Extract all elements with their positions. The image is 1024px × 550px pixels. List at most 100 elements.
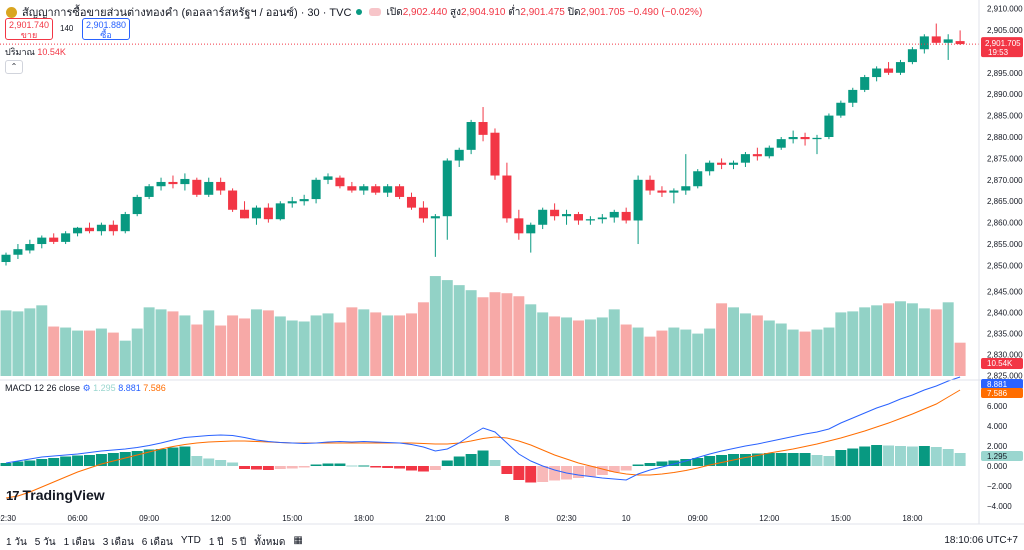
price-tick-label: 2,830.000 (987, 350, 1023, 359)
candle-body (61, 233, 71, 242)
tradingview-logo[interactable]: 17 TradingView (6, 487, 105, 503)
volume-bar (119, 340, 131, 376)
candle-body (740, 154, 750, 163)
macd-hist-bar (906, 446, 918, 466)
volume-bar (537, 312, 549, 376)
volume-legend: ปริมาณ 10.54K (5, 47, 66, 57)
collapse-chevron-up-icon[interactable]: ⌃ (5, 60, 23, 74)
macd-tick-label: 4.000 (987, 422, 1008, 431)
candle-body (931, 36, 941, 43)
timeframe-4[interactable]: 6 เดือน (141, 537, 173, 548)
macd-hist-bar (835, 450, 847, 466)
volume-bar (894, 301, 906, 376)
volume-bar (477, 297, 489, 376)
macd-hist-bar (739, 454, 751, 466)
candle-body (478, 122, 488, 135)
time-tick-label: 06:00 (68, 514, 89, 523)
macd-hist-bar (894, 446, 906, 466)
candle-body (502, 175, 512, 219)
price-tick-label: 2,870.000 (987, 176, 1023, 185)
macd-hist-bar (632, 464, 644, 466)
price-tick-label: 2,835.000 (987, 329, 1023, 338)
macd-hist-bar (847, 448, 859, 466)
price-tick-label: 2,885.000 (987, 112, 1023, 121)
volume-bar (274, 316, 286, 376)
macd-tick-label: 0.000 (987, 462, 1008, 471)
calendar-icon[interactable]: ▦ (293, 535, 303, 546)
timeframe-1[interactable]: 5 วัน (34, 537, 56, 548)
candle-body (406, 196, 417, 208)
time-tick-label: 02:30 (557, 514, 578, 523)
buy-button[interactable]: 2,901.880 ซื้อ (82, 18, 130, 40)
macd-signal-line (5, 389, 961, 499)
sell-button[interactable]: 2,901.740 ขาย (5, 18, 53, 40)
macd-hist-bar (704, 456, 716, 466)
clock[interactable]: 18:10:06 UTC+7 (944, 535, 1018, 546)
price-tick-label: 2,845.000 (987, 287, 1023, 296)
candle-body (73, 227, 83, 234)
candle-body (275, 203, 285, 220)
candle-body (371, 186, 381, 193)
timeframe-7[interactable]: 5 ปี (231, 537, 247, 548)
volume-bar (906, 303, 918, 376)
volume-tag (981, 358, 1023, 369)
macd-tick-label: 2.000 (987, 442, 1008, 451)
candle-body (204, 181, 214, 195)
price-tick-label: 2,850.000 (987, 261, 1023, 270)
timeframe-2[interactable]: 1 เดือน (63, 537, 95, 548)
volume-bar (954, 342, 966, 376)
volume-bar (48, 326, 60, 376)
symbol-title[interactable]: สัญญาการซื้อขายส่วนต่างทองคำ (ดอลลาร์สหร… (22, 7, 352, 19)
macd-settings-icon[interactable]: ⚙ (82, 383, 91, 393)
volume-bar (859, 307, 871, 376)
volume-bar (107, 332, 119, 376)
candle-body (49, 237, 59, 242)
price-tick-label: 2,875.000 (987, 154, 1023, 163)
time-tick-label: 12:00 (759, 514, 780, 523)
timeframe-0[interactable]: 1 วัน (6, 537, 27, 548)
time-tick-label: 09:00 (688, 514, 709, 523)
volume-bar (918, 308, 930, 376)
macd-hist-bar (716, 455, 728, 466)
candle-body (776, 139, 786, 148)
timeframe-6[interactable]: 1 ปี (208, 537, 224, 548)
macd-hist-bar (107, 453, 119, 466)
price-tick-label: 2,860.000 (987, 219, 1023, 228)
macd-hist-bar (883, 445, 895, 466)
price-tick-label: 2,840.000 (987, 308, 1023, 317)
candle-body (800, 137, 810, 140)
volume-bar (620, 324, 632, 376)
macd-hist-bar (12, 461, 24, 466)
candle-body (84, 227, 95, 232)
macd-hist-bar (262, 466, 274, 470)
macd-hist-bar (0, 463, 12, 466)
macd-hist-bar (83, 455, 95, 466)
volume-bar (704, 328, 716, 376)
volume-bar (930, 309, 942, 376)
volume-bar (513, 296, 525, 376)
volume-bar (358, 309, 370, 376)
macd-hist-bar (465, 454, 477, 466)
volume-bar (692, 333, 704, 376)
candle-body (693, 171, 703, 187)
candle-body (788, 137, 798, 140)
volume-bar (346, 307, 358, 376)
volume-bar (24, 308, 36, 376)
candle-body (860, 77, 870, 90)
candle-body (383, 186, 393, 193)
candle-body (812, 137, 822, 140)
timeframe-8[interactable]: ทั้งหมด (254, 537, 286, 548)
timeframe-5[interactable]: YTD (180, 535, 201, 546)
macd-hist-bar (406, 466, 417, 471)
macd-hist-bar (680, 459, 692, 466)
spread-value: 140 (60, 24, 74, 33)
macd-hist-bar (131, 451, 143, 466)
candle-body (156, 181, 166, 187)
macd-line (5, 376, 961, 481)
volume-bar (262, 310, 274, 376)
macd-hist-bar (501, 466, 513, 474)
timeframe-3[interactable]: 3 เดือน (102, 537, 134, 548)
macd-tick-label: −4.000 (987, 502, 1012, 511)
macd-hist-bar (656, 461, 668, 466)
macd-hist-bar (155, 449, 167, 466)
